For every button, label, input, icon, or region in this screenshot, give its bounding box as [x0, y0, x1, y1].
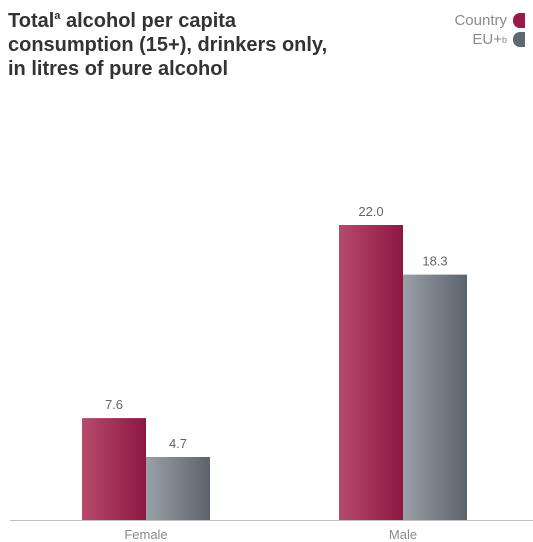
category-label-male: Male — [389, 527, 417, 542]
title-line1: Totala alcohol per capita — [8, 10, 237, 32]
bar-female-eu — [146, 456, 210, 520]
bar-male-eu — [403, 274, 467, 520]
chart-title: Totala alcohol per capita consumption (1… — [8, 9, 388, 81]
title-line3: in litres of pure alcohol — [8, 58, 229, 80]
legend-swatch-country — [513, 13, 525, 28]
category-label-female: Female — [124, 527, 167, 542]
data-label-male-country: 22.0 — [358, 204, 383, 219]
data-label-female-eu: 4.7 — [169, 436, 187, 451]
bar-female-country — [82, 418, 146, 520]
title-line2: consumption (15+), drinkers only, — [8, 34, 328, 56]
title-footnote-a: a — [54, 10, 61, 22]
data-label-male-eu: 18.3 — [422, 254, 447, 269]
data-label-female-country: 7.6 — [105, 397, 123, 412]
legend-item-eu: EU+ b — [454, 30, 525, 49]
legend-swatch-eu — [513, 32, 525, 47]
legend: Country EU+ b — [454, 11, 525, 49]
bar-male-country — [339, 225, 403, 520]
legend-item-country: Country — [454, 11, 525, 30]
